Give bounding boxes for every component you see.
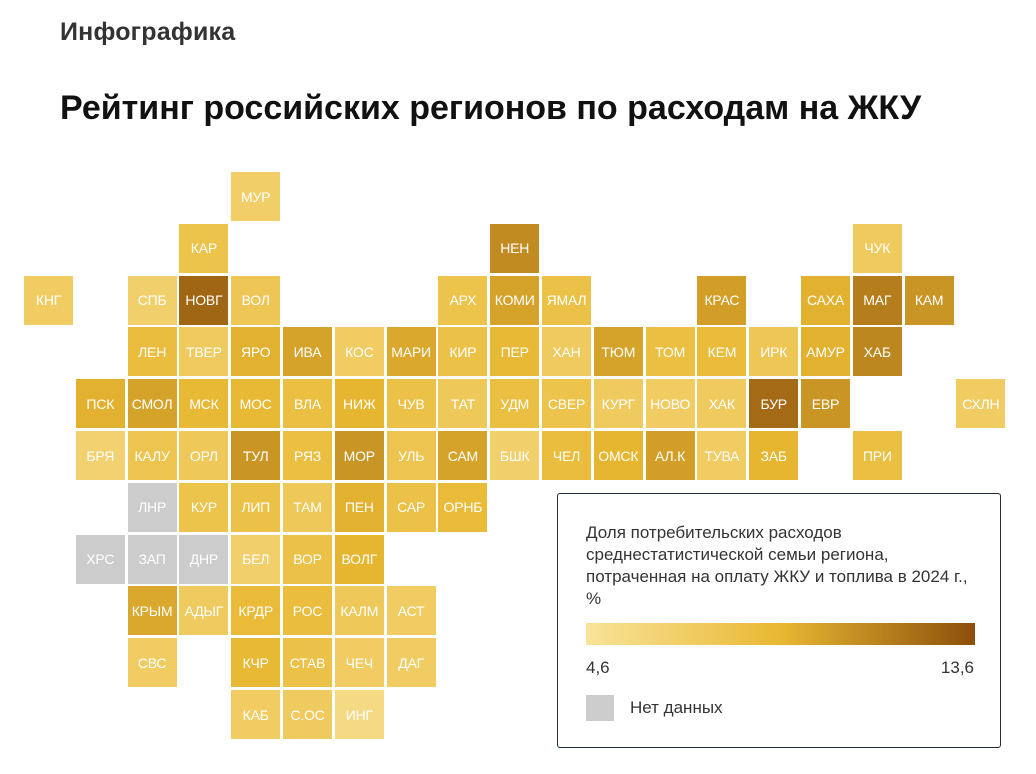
region-tile: ЯМАЛ — [542, 275, 591, 325]
region-tile: ВОР — [283, 534, 332, 584]
legend-title: Доля потребительских расходов среднестат… — [586, 523, 968, 608]
region-tile: САХА — [801, 275, 850, 325]
region-tile: ЗАБ — [749, 431, 799, 480]
legend: Доля потребительских расходов среднестат… — [557, 493, 1001, 748]
region-tile: ТУВА — [697, 431, 747, 480]
page-title: Рейтинг российских регионов по расходам … — [60, 88, 922, 127]
region-tile: УЛЬ — [386, 431, 436, 480]
region-tile: ПЕН — [334, 482, 384, 532]
region-tile: ТУЛ — [231, 431, 281, 480]
region-tile: КУРГ — [593, 379, 643, 429]
region-tile: КАБ — [231, 690, 281, 739]
region-tile: КИР — [438, 327, 488, 377]
region-tile: РОС — [283, 586, 332, 636]
region-tile: ИРК — [749, 327, 799, 377]
region-tile: МАГ — [852, 275, 902, 325]
region-tile: БУР — [749, 379, 799, 429]
region-tile: КНГ — [24, 275, 73, 325]
region-tile: КЧР — [231, 638, 281, 688]
region-tile: ИВА — [283, 327, 332, 377]
region-tile: ХАН — [542, 327, 591, 377]
region-tile: НОВО — [645, 379, 695, 429]
region-tile: САР — [386, 482, 436, 532]
region-tile: НИЖ — [334, 379, 384, 429]
region-tile: СПБ — [127, 275, 177, 325]
legend-min-label: 4,6 — [586, 658, 610, 677]
region-tile: КЕМ — [697, 327, 747, 377]
region-tile: КРДР — [231, 586, 281, 636]
region-tile: АСТ — [386, 586, 436, 636]
region-tile: РЯЗ — [283, 431, 332, 480]
region-tile: МСК — [179, 379, 229, 429]
region-tile: СВС — [127, 638, 177, 688]
region-tile: ПРИ — [852, 431, 902, 480]
region-tile: ТАТ — [438, 379, 488, 429]
region-tile: НОВГ — [179, 275, 229, 325]
region-tile: МОС — [231, 379, 281, 429]
region-tile: СМОЛ — [127, 379, 177, 429]
region-tile: МУР — [231, 172, 281, 221]
kicker: Инфографика — [60, 18, 236, 46]
region-tile: ЕВР — [801, 379, 850, 429]
region-tile: КОС — [334, 327, 384, 377]
region-tile: АМУР — [801, 327, 850, 377]
region-tile: УДМ — [490, 379, 540, 429]
region-tile: КУР — [179, 482, 229, 532]
region-tile: МОР — [334, 431, 384, 480]
region-tile: БШК — [490, 431, 540, 480]
region-tile: ЯРО — [231, 327, 281, 377]
region-tile: ПСК — [75, 379, 125, 429]
region-tile: КРЫМ — [127, 586, 177, 636]
region-tile: ТВЕР — [179, 327, 229, 377]
region-tile: ОРНБ — [438, 482, 488, 532]
region-tile: ДАГ — [386, 638, 436, 688]
region-tile: ХАБ — [852, 327, 902, 377]
region-tile: НЕН — [490, 223, 540, 273]
region-tile: ЧУК — [852, 223, 902, 273]
region-tile: КАР — [179, 223, 229, 273]
region-tile: ТОМ — [645, 327, 695, 377]
region-tile: АДЫГ — [179, 586, 229, 636]
region-tile: ИНГ — [334, 690, 384, 739]
region-tile: КАЛМ — [334, 586, 384, 636]
no-data-swatch — [586, 695, 614, 721]
region-tile: ДНР — [179, 534, 229, 584]
region-tile: ТЮМ — [593, 327, 643, 377]
region-tile: КАМ — [904, 275, 954, 325]
region-tile: ХАК — [697, 379, 747, 429]
region-tile: БРЯ — [75, 431, 125, 480]
region-tile: ЛНР — [127, 482, 177, 532]
region-tile: КАЛУ — [127, 431, 177, 480]
region-tile: ХРС — [75, 534, 125, 584]
region-tile: АРХ — [438, 275, 488, 325]
region-tile: ВОЛГ — [334, 534, 384, 584]
region-tile: ТАМ — [283, 482, 332, 532]
region-tile: БЕЛ — [231, 534, 281, 584]
region-tile: ЧУВ — [386, 379, 436, 429]
region-tile: ОМСК — [593, 431, 643, 480]
region-tile: КОМИ — [490, 275, 540, 325]
region-tile: СВЕР — [542, 379, 591, 429]
region-tile: ЗАП — [127, 534, 177, 584]
region-tile: ЛИП — [231, 482, 281, 532]
region-tile: КРАС — [697, 275, 747, 325]
region-tile: АЛ.К — [645, 431, 695, 480]
region-tile: СХЛН — [956, 379, 1006, 429]
region-tile: ВЛА — [283, 379, 332, 429]
region-tile: ВОЛ — [231, 275, 281, 325]
legend-gradient-bar — [586, 623, 975, 645]
region-tile: ЧЕЛ — [542, 431, 591, 480]
region-tile: СТАВ — [283, 638, 332, 688]
region-tile: МАРИ — [386, 327, 436, 377]
region-tile: САМ — [438, 431, 488, 480]
region-tile: С.ОС — [283, 690, 332, 739]
no-data-label: Нет данных — [630, 698, 723, 717]
region-tile: ОРЛ — [179, 431, 229, 480]
legend-max-label: 13,6 — [940, 658, 974, 677]
region-tile: ПЕР — [490, 327, 540, 377]
region-tile: ЛЕН — [127, 327, 177, 377]
region-tile: ЧЕЧ — [334, 638, 384, 688]
